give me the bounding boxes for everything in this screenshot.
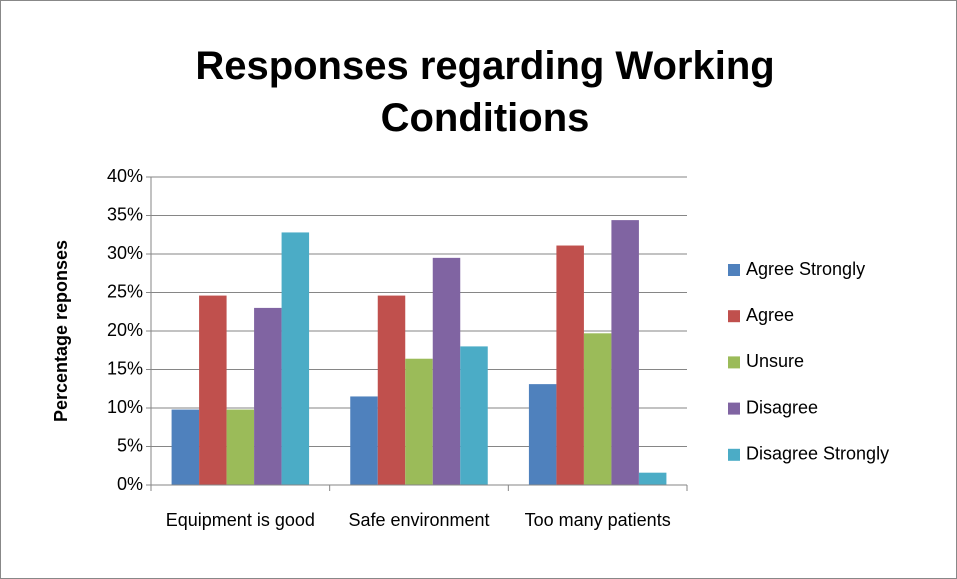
bar	[583, 333, 612, 485]
bar	[405, 358, 433, 485]
legend-swatch	[728, 264, 740, 276]
bar	[281, 232, 310, 485]
y-tick-label: 20%	[107, 320, 143, 340]
bar	[254, 307, 282, 485]
bar	[432, 257, 461, 485]
bar	[611, 220, 639, 485]
legend-swatch	[728, 310, 740, 323]
legend-label: Disagree Strongly	[746, 444, 889, 464]
legend-swatch	[728, 448, 740, 461]
y-tick-label: 0%	[117, 474, 143, 494]
bar	[199, 295, 227, 485]
y-tick-label: 30%	[107, 243, 143, 263]
chart-title: Responses regarding Working Conditions	[195, 44, 775, 140]
y-tick-label: 5%	[117, 435, 143, 455]
legend-label: Agree Strongly	[746, 259, 865, 279]
y-tick-label: 25%	[107, 281, 143, 301]
legend-label: Agree	[746, 305, 794, 325]
bar	[460, 346, 488, 485]
legend-swatch	[728, 356, 740, 369]
y-tick-label: 10%	[107, 397, 143, 417]
x-tick-label: Safe environment	[348, 510, 490, 530]
bar	[528, 384, 557, 485]
bar	[638, 472, 667, 485]
y-tick-label: 15%	[107, 358, 143, 378]
x-tick-label: Too many patients	[524, 510, 671, 530]
bar	[226, 409, 255, 485]
x-tick-label: Equipment is good	[165, 510, 315, 530]
bar	[171, 409, 200, 485]
bar	[377, 295, 406, 485]
y-axis-label: Percentage reponses	[51, 240, 71, 422]
legend-swatch	[728, 402, 740, 415]
bar	[556, 245, 584, 485]
y-tick-label: 40%	[107, 166, 143, 186]
legend-label: Unsure	[746, 351, 804, 371]
legend-label: Disagree	[746, 397, 818, 417]
bar	[350, 396, 378, 485]
y-tick-label: 35%	[107, 204, 143, 224]
